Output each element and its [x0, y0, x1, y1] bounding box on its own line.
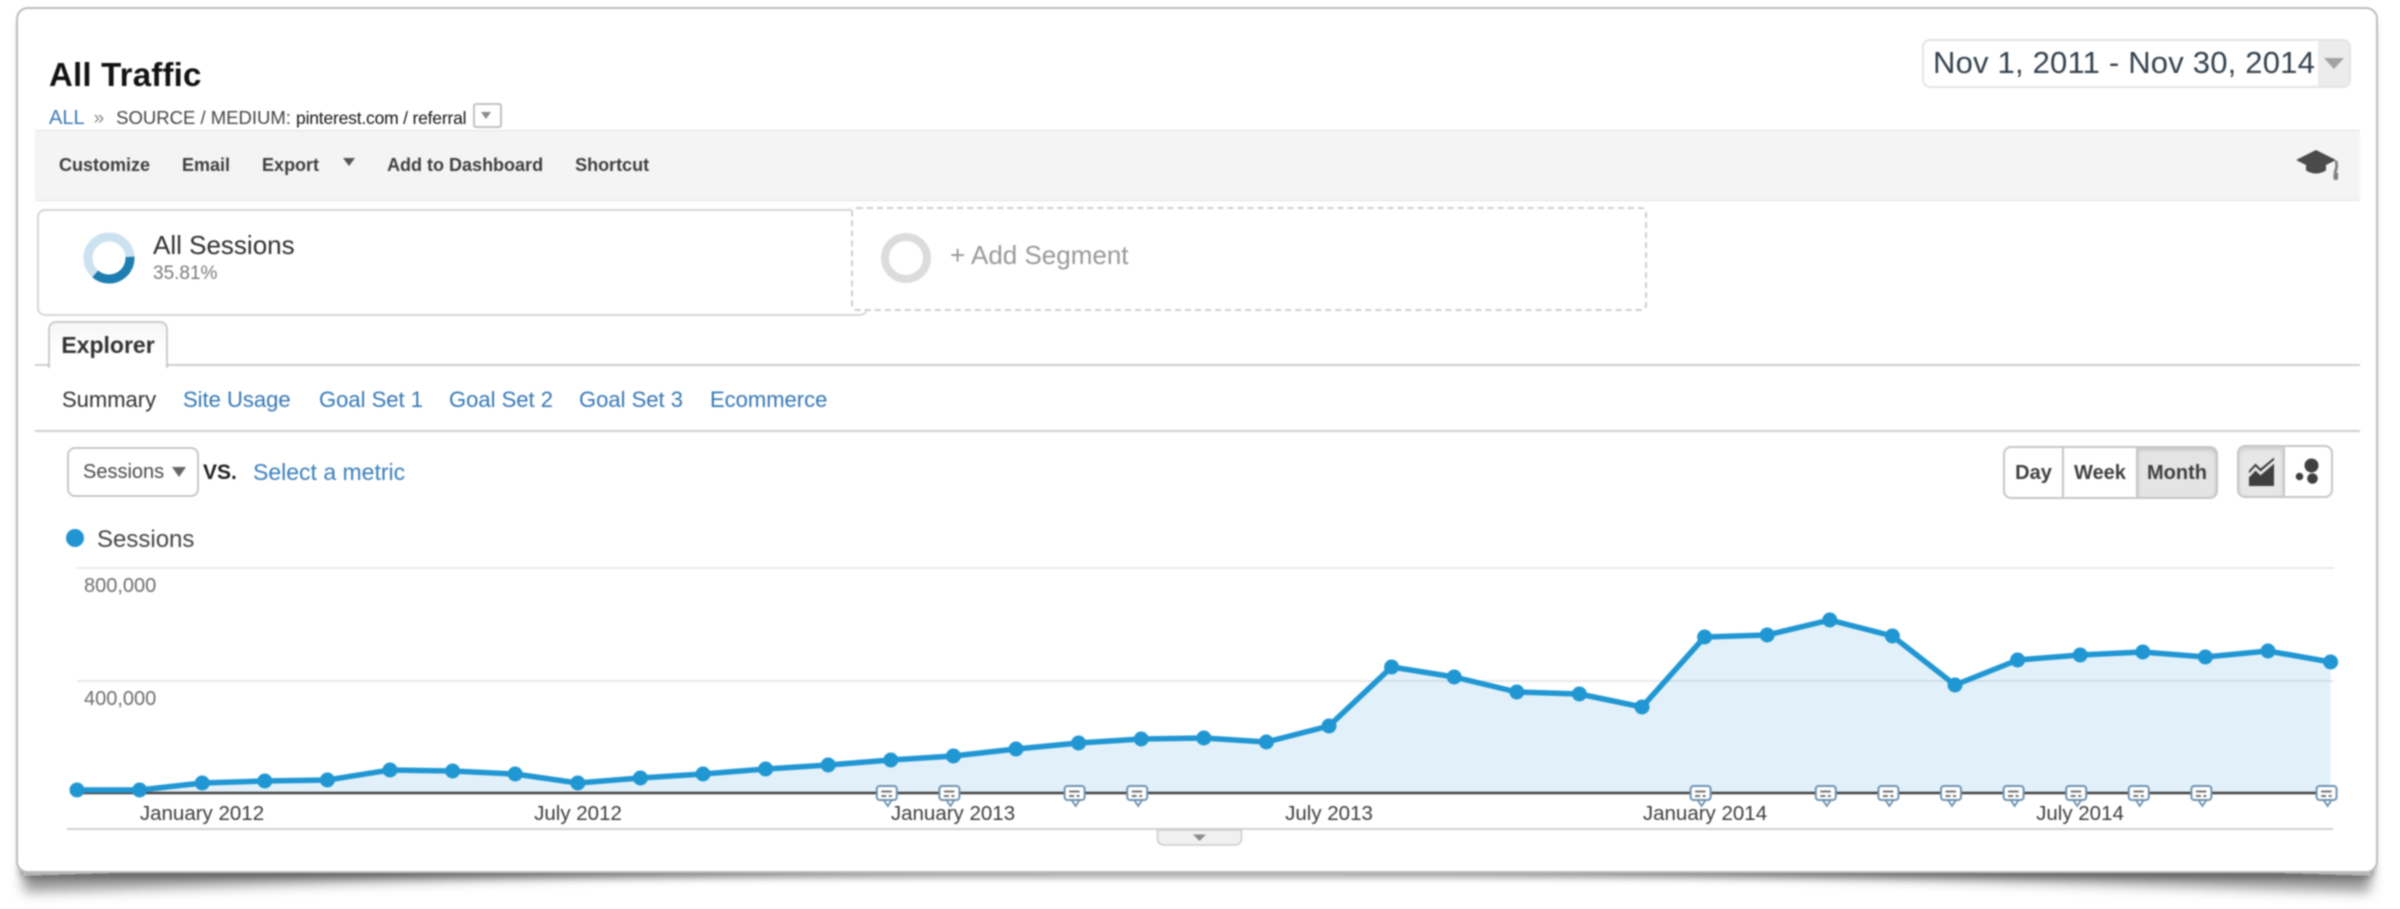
svg-text:January 2014: January 2014: [1643, 802, 1767, 825]
svg-text:July 2013: July 2013: [1285, 802, 1373, 825]
svg-text:July 2012: July 2012: [534, 802, 622, 825]
svg-text:January 2012: January 2012: [140, 802, 264, 825]
svg-text:800,000: 800,000: [84, 575, 156, 597]
svg-text:400,000: 400,000: [84, 688, 156, 710]
svg-text:July 2014: July 2014: [2036, 802, 2124, 825]
svg-text:January 2013: January 2013: [891, 802, 1015, 825]
